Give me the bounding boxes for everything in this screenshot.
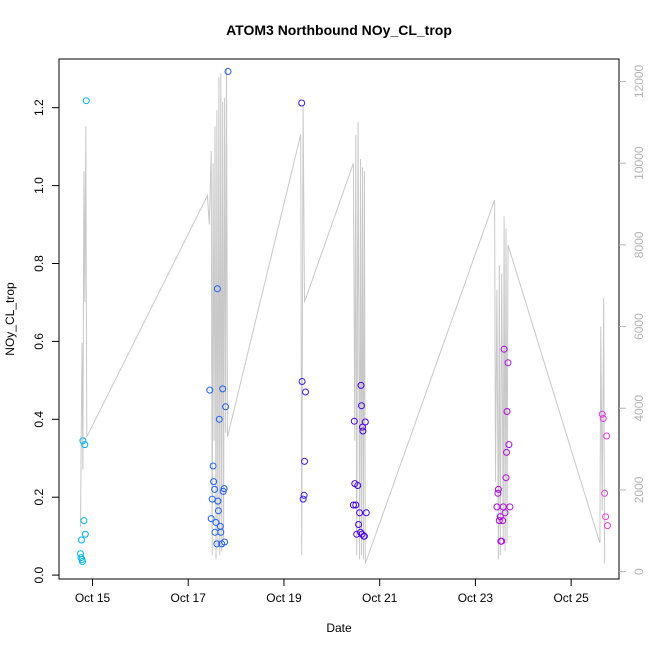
y-tick-label: 0.6	[32, 333, 46, 350]
data-point	[357, 381, 365, 389]
data-point	[209, 462, 217, 470]
data-point	[222, 403, 230, 411]
data-point	[80, 517, 88, 525]
data-point	[211, 528, 219, 536]
data-point	[359, 427, 367, 435]
data-point	[220, 485, 228, 493]
data-point	[354, 482, 362, 489]
data-point	[302, 388, 309, 396]
x-tick-label: Oct 15	[75, 591, 111, 605]
data-point	[503, 408, 511, 415]
data-point	[214, 497, 222, 505]
data-point	[79, 437, 87, 445]
x-tick-label: Oct 25	[553, 591, 589, 605]
data-point	[499, 517, 507, 525]
no-y-series	[77, 68, 611, 565]
data-point	[505, 441, 513, 449]
data-point	[224, 68, 232, 75]
data-point	[506, 503, 514, 511]
data-point	[213, 285, 221, 293]
y2-tick-label: 6000	[632, 313, 646, 340]
data-point	[214, 507, 222, 515]
data-point	[502, 474, 510, 482]
chart-title: ATOM3 Northbound NOy_CL_trop	[226, 22, 452, 38]
data-point	[81, 530, 89, 538]
data-point	[299, 495, 307, 503]
y-axis-left: 0.0 0.2 0.4 0.6 0.8 1.0 1.2	[32, 99, 59, 583]
y-tick-label: 1.2	[32, 99, 46, 116]
y2-tick-label: 2000	[632, 476, 646, 503]
y-tick-label: 0.4	[32, 411, 46, 428]
data-point	[503, 448, 510, 456]
data-point	[360, 532, 368, 540]
data-point	[78, 536, 85, 544]
data-point	[602, 513, 610, 521]
x-axis-label: Date	[326, 621, 352, 635]
data-point	[210, 478, 218, 486]
data-point	[213, 540, 221, 548]
data-point	[79, 558, 86, 565]
y-tick-label: 0.8	[32, 255, 46, 272]
data-point	[601, 489, 609, 497]
data-point	[603, 432, 611, 440]
data-point	[81, 441, 89, 449]
data-point	[349, 501, 357, 509]
data-point	[207, 515, 215, 523]
y2-tick-label: 0	[632, 568, 646, 575]
data-point	[494, 485, 502, 493]
x-tick-label: Oct 21	[362, 591, 398, 605]
data-point	[221, 538, 229, 546]
data-point	[604, 522, 611, 530]
y2-tick-label: 12000	[632, 64, 646, 98]
data-point	[82, 97, 90, 105]
data-point	[206, 386, 214, 394]
data-point	[355, 521, 363, 528]
data-point	[495, 517, 503, 525]
data-point	[350, 417, 358, 425]
data-point	[352, 501, 360, 509]
y-axis-right: 0 2000 4000 6000 8000 10000 12000	[619, 64, 646, 575]
data-point	[215, 415, 223, 423]
y2-tick-label: 4000	[632, 395, 646, 422]
data-point	[504, 359, 512, 367]
y-tick-label: 1.0	[32, 177, 46, 194]
data-point	[301, 457, 308, 465]
data-point	[494, 489, 502, 497]
data-point	[353, 530, 361, 538]
data-point	[211, 485, 219, 493]
data-point	[358, 402, 365, 410]
data-point	[599, 415, 607, 422]
x-tick-label: Oct 19	[266, 591, 302, 605]
data-point	[356, 509, 364, 517]
plot-frame	[58, 58, 620, 580]
y-tick-label: 0.2	[32, 489, 46, 506]
altitude-series	[80, 69, 606, 564]
y-tick-label: 0.0	[32, 566, 46, 583]
x-axis: Oct 15 Oct 17 Oct 19 Oct 21 Oct 23 Oct 25	[75, 579, 589, 605]
data-point	[361, 418, 369, 426]
altitude-line	[80, 69, 606, 564]
data-point	[362, 509, 370, 517]
data-point	[217, 528, 225, 536]
data-point	[298, 378, 306, 385]
x-tick-label: Oct 23	[458, 591, 494, 605]
data-point	[501, 509, 509, 517]
data-point	[357, 528, 364, 536]
data-point	[498, 537, 506, 545]
y-axis-label: NOy_CL_trop	[3, 282, 17, 356]
y2-tick-label: 8000	[632, 231, 646, 258]
data-point	[300, 491, 308, 499]
x-tick-label: Oct 17	[171, 591, 207, 605]
data-point	[298, 99, 306, 107]
data-point	[598, 410, 606, 418]
data-point	[212, 519, 220, 526]
data-point	[500, 345, 508, 353]
data-point	[219, 385, 227, 393]
y2-tick-label: 10000	[632, 146, 646, 180]
